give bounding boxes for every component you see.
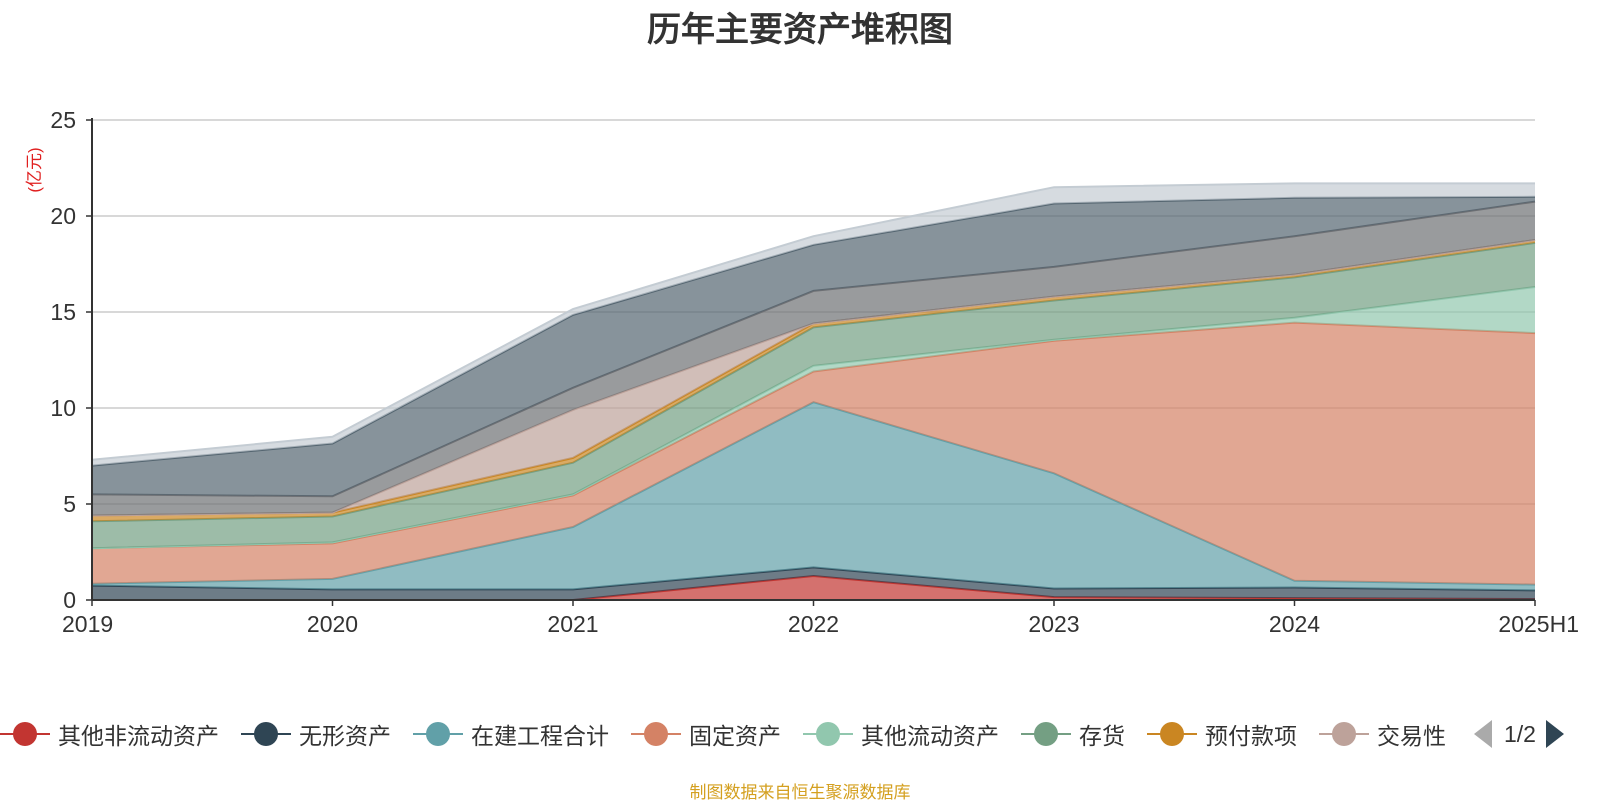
area-series-无形资产[interactable] bbox=[92, 567, 1535, 600]
legend-marker-icon bbox=[0, 719, 50, 749]
area-series-其他流动资产[interactable] bbox=[92, 287, 1535, 549]
legend-next-page-button[interactable] bbox=[1545, 720, 1564, 748]
area-series bbox=[91, 182, 1536, 601]
area-edge-series-11 bbox=[91, 182, 1535, 461]
y-tick-label: 15 bbox=[50, 299, 76, 325]
legend-item[interactable]: 无形资产 bbox=[241, 717, 391, 751]
legend-marker-icon bbox=[1021, 719, 1071, 749]
y-tick-label: 20 bbox=[50, 203, 76, 229]
area-series-在建工程合计[interactable] bbox=[92, 402, 1535, 591]
x-tick-label: 2022 bbox=[788, 611, 839, 637]
area-series-固定资产[interactable] bbox=[92, 322, 1535, 585]
x-tick-label: 2023 bbox=[1028, 611, 1079, 637]
area-series-series-11[interactable] bbox=[92, 183, 1535, 466]
legend-marker-icon bbox=[241, 719, 291, 749]
axes bbox=[86, 118, 1536, 606]
legend-item[interactable]: 固定资产 bbox=[631, 717, 781, 751]
x-tick-label: 2020 bbox=[307, 611, 358, 637]
x-tick-label: 2025H1 bbox=[1498, 611, 1579, 637]
y-tick-label: 0 bbox=[63, 587, 76, 613]
y-tick-label: 10 bbox=[50, 395, 76, 421]
legend: 其他非流动资产 无形资产 在建工程合计 固定资产 其他流动资产 存货 预付款项 交易性 bbox=[0, 716, 1500, 752]
legend-label: 无形资产 bbox=[299, 723, 391, 749]
x-tick-label: 2024 bbox=[1269, 611, 1320, 637]
legend-label: 存货 bbox=[1079, 723, 1125, 749]
legend-label: 预付款项 bbox=[1205, 723, 1297, 749]
legend-page-indicator: 1/2 bbox=[1504, 720, 1536, 747]
tick-labels: 0 5 10 15 20 25 2019 2020 2021 2022 2023 2024 2025H1 bbox=[50, 107, 1579, 637]
legend-label: 在建工程合计 bbox=[471, 723, 609, 749]
legend-marker-icon bbox=[631, 719, 681, 749]
legend-item[interactable]: 交易性 bbox=[1319, 717, 1446, 751]
legend-marker-icon bbox=[413, 719, 463, 749]
legend-item[interactable]: 预付款项 bbox=[1147, 717, 1297, 751]
legend-marker-icon bbox=[803, 719, 853, 749]
legend-label: 其他流动资产 bbox=[861, 723, 999, 749]
legend-prev-page-button[interactable] bbox=[1474, 720, 1492, 748]
legend-label: 交易性 bbox=[1377, 723, 1446, 749]
y-tick-label: 5 bbox=[63, 491, 76, 517]
legend-marker-icon bbox=[1147, 719, 1197, 749]
y-tick-label: 25 bbox=[50, 107, 76, 133]
legend-item[interactable]: 其他流动资产 bbox=[803, 717, 999, 751]
chart-title: 历年主要资产堆积图 bbox=[647, 11, 953, 49]
area-series-series-9[interactable] bbox=[92, 201, 1535, 516]
area-series-存货[interactable] bbox=[92, 242, 1535, 549]
legend-label: 其他非流动资产 bbox=[58, 723, 219, 749]
legend-item[interactable]: 存货 bbox=[1021, 717, 1125, 751]
legend-pager: 1/2 bbox=[1468, 716, 1600, 752]
legend-marker-icon bbox=[1319, 719, 1369, 749]
legend-item[interactable]: 在建工程合计 bbox=[413, 717, 609, 751]
area-series-其他非流动资产[interactable] bbox=[92, 576, 1535, 600]
area-series-series-10[interactable] bbox=[92, 196, 1535, 497]
source-note: 制图数据来自恒生聚源数据库 bbox=[689, 783, 911, 802]
x-tick-label: 2019 bbox=[62, 611, 113, 637]
legend-item[interactable]: 其他非流动资产 bbox=[0, 717, 219, 751]
legend-label: 固定资产 bbox=[689, 723, 781, 749]
x-tick-label: 2021 bbox=[547, 611, 598, 637]
